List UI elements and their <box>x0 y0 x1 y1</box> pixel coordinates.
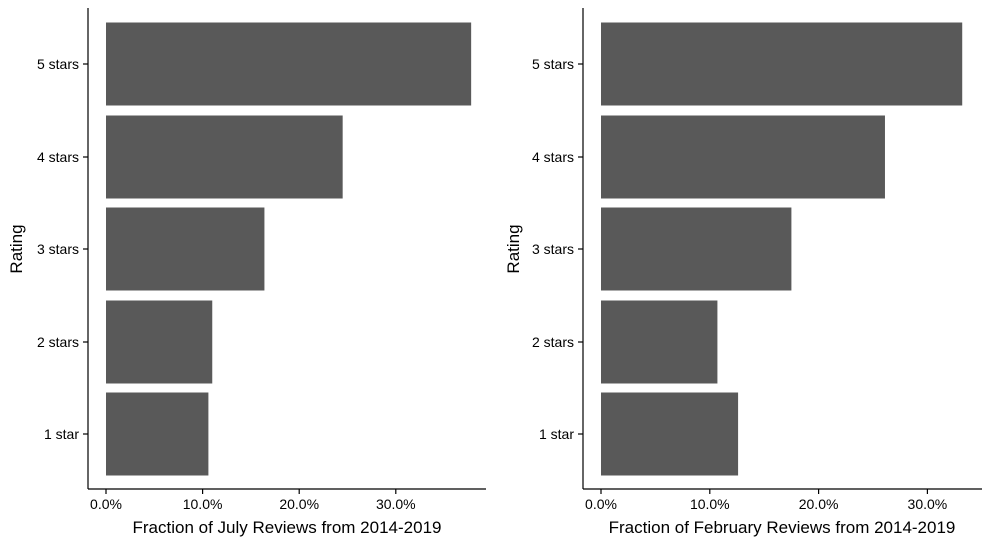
february-chart-panel: 1 star 2 stars 3 stars 4 stars 5 stars 0.0% 10… <box>504 8 982 537</box>
february-y-tick-label-2-stars: 2 stars <box>532 334 574 350</box>
july-bar-4-stars <box>106 115 343 199</box>
february-y-axis-title: Rating <box>504 224 523 273</box>
july-y-tick-label-5-stars: 5 stars <box>37 56 79 72</box>
july-y-tick-label-4-stars: 4 stars <box>37 149 79 165</box>
february-y-tick-label-5-stars: 5 stars <box>532 56 574 72</box>
february-x-axis-title: Fraction of February Reviews from 2014-2… <box>609 518 956 537</box>
february-y-tick-label-4-stars: 4 stars <box>532 149 574 165</box>
july-x-axis-title: Fraction of July Reviews from 2014-2019 <box>133 518 442 537</box>
july-x-tick-label-0: 0.0% <box>90 496 122 512</box>
july-bar-1-star <box>106 392 209 476</box>
february-x-tick-label-1: 10.0% <box>690 496 730 512</box>
july-y-axis-title: Rating <box>7 224 26 273</box>
july-bar-5-stars <box>106 22 472 106</box>
february-bar-5-stars <box>601 22 963 106</box>
february-x-tick-label-2: 20.0% <box>799 496 839 512</box>
february-x-tick-label-0: 0.0% <box>585 496 617 512</box>
july-chart-panel: 1 star 2 stars 3 stars 4 stars 5 stars 0.0% 10… <box>7 8 486 537</box>
february-y-tick-label-3-stars: 3 stars <box>532 241 574 257</box>
july-x-tick-label-3: 30.0% <box>376 496 416 512</box>
july-y-tick-label-3-stars: 3 stars <box>37 241 79 257</box>
july-x-tick-label-1: 10.0% <box>183 496 223 512</box>
july-bar-2-stars <box>106 300 213 384</box>
july-y-tick-label-2-stars: 2 stars <box>37 334 79 350</box>
july-y-tick-label-1-star: 1 star <box>44 426 79 442</box>
february-bar-4-stars <box>601 115 885 199</box>
july-bar-3-stars <box>106 207 265 291</box>
july-x-tick-label-2: 20.0% <box>279 496 319 512</box>
february-x-tick-label-3: 30.0% <box>908 496 948 512</box>
february-y-tick-label-1-star: 1 star <box>539 426 574 442</box>
february-bar-2-stars <box>601 300 718 384</box>
february-bar-3-stars <box>601 207 792 291</box>
february-bar-1-star <box>601 392 739 476</box>
